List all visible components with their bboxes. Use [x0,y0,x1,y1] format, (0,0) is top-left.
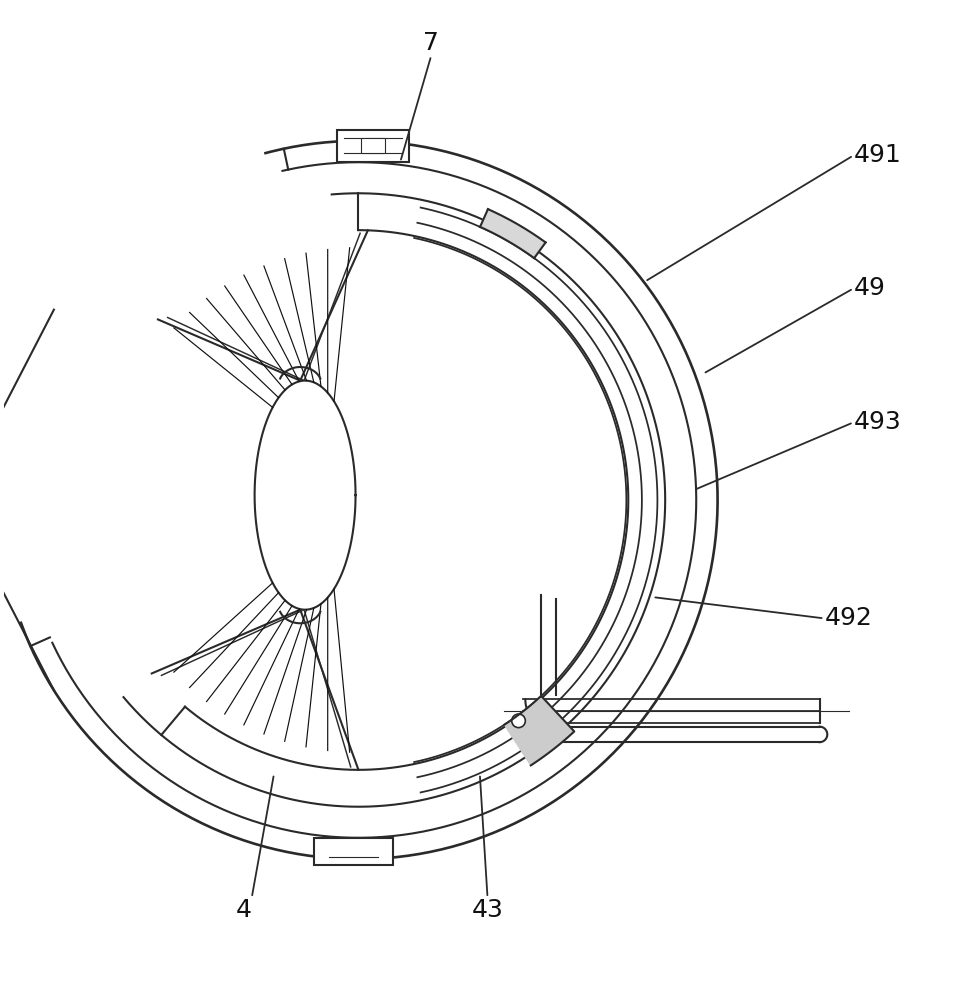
Text: 491: 491 [853,143,901,167]
Text: 492: 492 [823,606,871,630]
Polygon shape [479,209,545,258]
Polygon shape [254,381,355,610]
Text: 43: 43 [471,898,503,922]
Polygon shape [314,838,393,865]
Text: 49: 49 [853,276,884,300]
Text: 493: 493 [853,410,901,434]
Circle shape [511,714,525,728]
Polygon shape [361,138,384,153]
Text: 4: 4 [236,898,251,922]
Polygon shape [504,696,574,765]
Text: 7: 7 [422,31,439,55]
Polygon shape [336,130,409,162]
